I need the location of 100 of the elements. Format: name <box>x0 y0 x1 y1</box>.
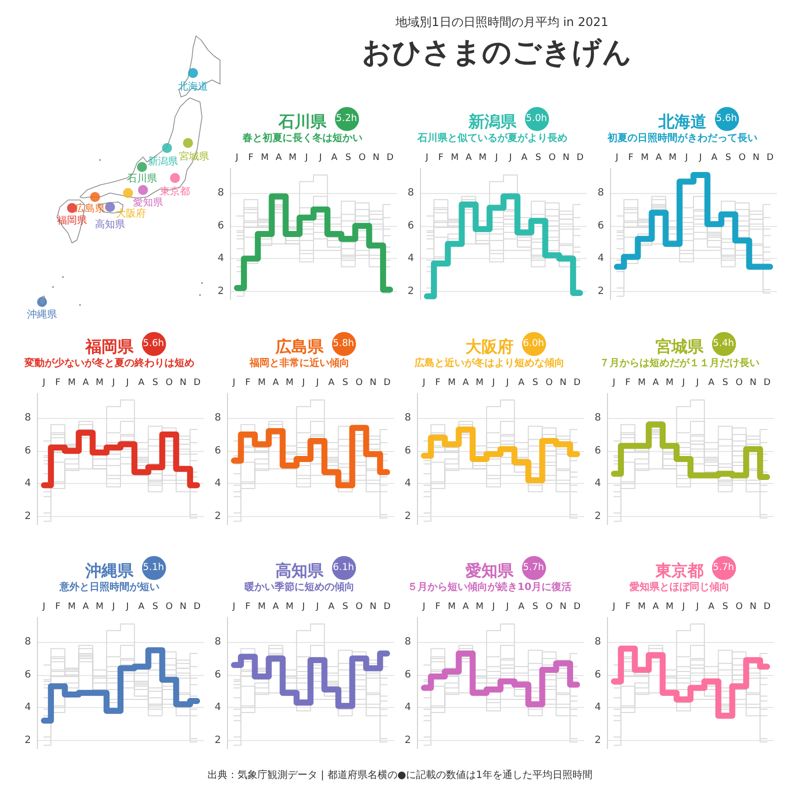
badge: 5.8h <box>332 332 356 356</box>
chart-subtitle: ７月からは短めだが１１月だけ長い <box>598 357 760 370</box>
y-tick-label: 8 <box>24 412 31 424</box>
y-tick-label: 6 <box>594 445 601 456</box>
x-tick-label: F <box>245 602 250 612</box>
y-tick-label: 8 <box>214 412 221 424</box>
x-tick-label: O <box>358 153 366 163</box>
y-tick-label: 6 <box>598 220 604 232</box>
x-tick-label: A <box>708 602 716 612</box>
y-tick-label: 2 <box>214 510 221 522</box>
y-tick-label: 6 <box>594 669 601 680</box>
y-tick-label: 4 <box>24 702 31 714</box>
x-tick-label: M <box>258 602 266 612</box>
x-tick-label: J <box>125 378 129 388</box>
chart-title: 福岡県 <box>86 337 134 356</box>
y-tick-label: 2 <box>594 734 601 746</box>
x-tick-label: A <box>138 378 146 388</box>
y-tick-label: 8 <box>594 412 601 424</box>
x-tick-label: J <box>125 602 129 612</box>
y-tick-label: 8 <box>408 188 414 199</box>
x-tick-label: J <box>111 378 115 388</box>
chart-subtitle: 変動が少ないが冬と夏の終わりは短め <box>24 357 196 370</box>
x-tick-label: F <box>625 378 630 388</box>
chart-title: 北海道 <box>658 112 706 131</box>
x-tick-label: J <box>505 602 509 612</box>
x-tick-label: N <box>560 378 566 388</box>
y-tick-label: 6 <box>404 445 411 456</box>
chart-title: 広島県 <box>276 337 324 356</box>
x-tick-label: A <box>82 602 90 612</box>
x-tick-label: A <box>518 602 526 612</box>
y-tick-label: 4 <box>24 478 31 490</box>
chart-subtitle: 福岡と非常に近い傾向 <box>248 357 350 370</box>
category-label: 宮城県 <box>179 152 209 162</box>
x-tick-label: S <box>532 378 538 388</box>
x-tick-label: M <box>448 378 456 388</box>
x-tick-label: S <box>345 153 352 163</box>
x-tick-label: J <box>695 378 699 388</box>
category-label: 東京都 <box>160 186 190 198</box>
x-tick-label: M <box>68 602 76 612</box>
y-tick-label: 4 <box>214 702 221 714</box>
x-tick-label: N <box>750 602 756 612</box>
x-tick-label: A <box>656 153 663 163</box>
x-tick-label: J <box>612 602 616 612</box>
x-tick-label: O <box>166 602 173 612</box>
x-tick-label: D <box>194 602 201 612</box>
x-tick-label: J <box>301 602 305 612</box>
x-tick-label: A <box>652 378 660 388</box>
x-tick-label: S <box>722 602 728 612</box>
x-tick-label: M <box>476 602 484 612</box>
text: おひさまのごきげん <box>362 35 632 69</box>
x-tick-label: M <box>96 602 104 612</box>
x-tick-label: O <box>166 378 173 388</box>
x-tick-label: F <box>248 153 254 163</box>
y-tick-label: 4 <box>408 253 414 264</box>
category-label: 石川県 <box>127 174 157 184</box>
x-tick-label: J <box>42 602 46 612</box>
y-tick-label: 6 <box>404 669 411 680</box>
chart-title: 愛知県 <box>466 561 514 580</box>
x-tick-label: A <box>462 378 470 388</box>
category-label: 愛知県 <box>133 198 163 208</box>
y-tick-label: 8 <box>24 636 31 648</box>
x-tick-label: J <box>42 378 46 388</box>
x-tick-label: M <box>286 602 294 612</box>
x-tick-label: J <box>494 153 498 163</box>
category-label: 沖縄県 <box>27 310 57 320</box>
chart-subtitle: 意外と日照時間が短い <box>58 581 160 594</box>
x-tick-label: J <box>304 153 308 163</box>
x-tick-label: J <box>422 378 426 388</box>
x-tick-label: J <box>505 378 509 388</box>
x-tick-label: O <box>548 153 556 163</box>
chart-title: 東京都 <box>656 561 704 580</box>
x-tick-label: J <box>684 153 688 163</box>
x-tick-label: A <box>466 153 473 163</box>
x-tick-label: A <box>708 378 716 388</box>
badge: 5.0h <box>524 107 548 131</box>
x-tick-label: N <box>180 602 186 612</box>
x-tick-label: M <box>668 153 677 163</box>
y-tick-label: 8 <box>594 636 601 648</box>
x-tick-label: N <box>372 153 380 163</box>
x-tick-label: D <box>194 378 201 388</box>
x-tick-label: J <box>698 153 702 163</box>
y-tick-label: 2 <box>408 286 414 297</box>
x-tick-label: A <box>518 378 526 388</box>
x-tick-label: D <box>764 378 771 388</box>
x-tick-label: J <box>318 153 322 163</box>
category-label: 福岡県 <box>57 216 87 226</box>
x-tick-label: S <box>342 378 348 388</box>
x-tick-label: A <box>138 602 146 612</box>
x-tick-label: M <box>476 378 484 388</box>
x-tick-label: S <box>152 602 158 612</box>
y-tick-label: 6 <box>24 445 31 456</box>
x-tick-label: S <box>342 602 348 612</box>
x-tick-label: N <box>750 378 756 388</box>
y-tick-label: 4 <box>594 478 601 490</box>
x-tick-label: J <box>232 378 236 388</box>
x-tick-label: O <box>356 602 363 612</box>
y-tick-label: 6 <box>24 669 31 680</box>
x-tick-label: M <box>666 378 674 388</box>
chart-title: 宮城県 <box>656 337 704 356</box>
y-tick-label: 4 <box>404 478 411 490</box>
